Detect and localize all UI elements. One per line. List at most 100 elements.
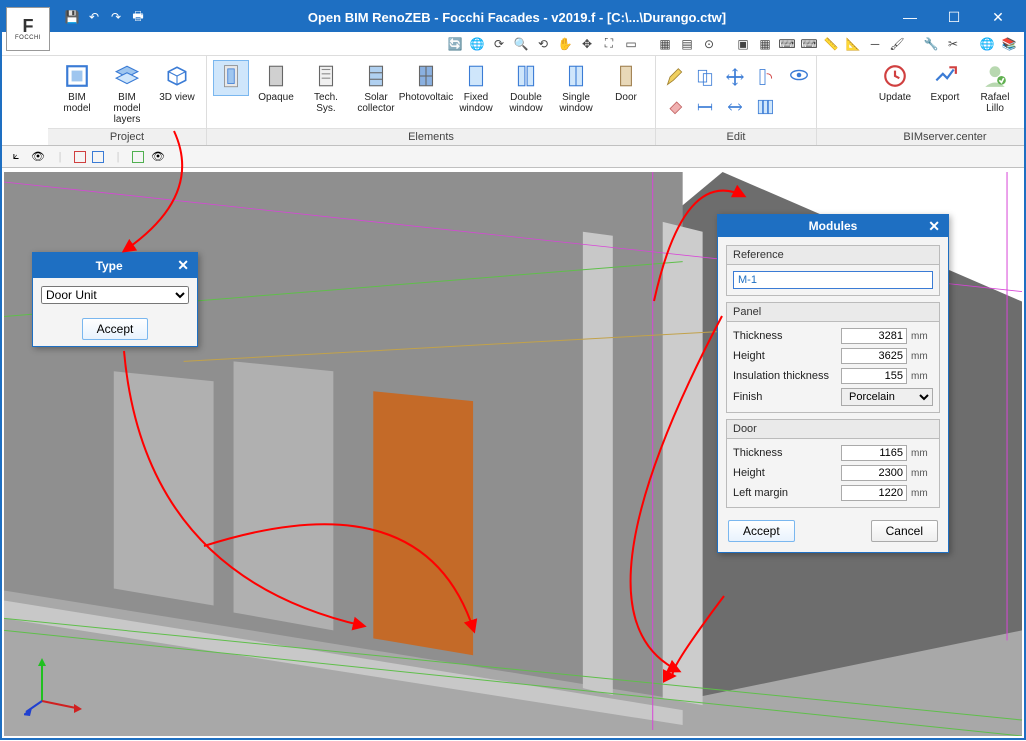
redo-icon[interactable]: ↷ — [108, 9, 124, 25]
pan-icon[interactable]: ✋ — [556, 35, 574, 53]
paint-icon[interactable]: 🖌 — [888, 35, 906, 53]
close-icon[interactable]: ✕ — [928, 218, 940, 235]
edit-panels-icon[interactable] — [752, 94, 778, 120]
user-button[interactable]: Rafael Lillo — [972, 60, 1018, 116]
opaque-icon — [262, 62, 290, 90]
edit-move-icon[interactable] — [722, 64, 748, 90]
window-title: Open BIM RenoZEB - Focchi Facades - v201… — [146, 10, 888, 25]
pv-icon — [412, 62, 440, 90]
edit-rotate-icon[interactable] — [752, 64, 778, 90]
opaque-button[interactable]: Opaque — [253, 60, 299, 105]
reference-group-label: Reference — [727, 246, 939, 265]
photovoltaic-button[interactable]: Photovoltaic — [403, 60, 449, 105]
ruler-icon[interactable]: ─ — [866, 35, 884, 53]
save-icon[interactable]: 💾 — [64, 9, 80, 25]
minimize-button[interactable]: — — [888, 3, 932, 31]
tech-sys-button[interactable]: Tech. Sys. — [303, 60, 349, 116]
keyboard-icon[interactable]: ⌨ — [778, 35, 796, 53]
door-thickness-input[interactable] — [841, 445, 907, 461]
eye-small-icon[interactable]: 👁 — [30, 149, 46, 165]
orbit-icon[interactable]: 🔄 — [446, 35, 464, 53]
fixed-window-button[interactable]: Fixed window — [453, 60, 499, 116]
modules-dialog: Modules ✕ Reference Panel Thickness mm H… — [717, 214, 949, 553]
accept-button[interactable]: Accept — [728, 520, 795, 542]
axis-gizmo — [24, 656, 84, 716]
user-icon — [981, 62, 1009, 90]
globe-icon[interactable]: 🌐 — [468, 35, 486, 53]
close-icon[interactable]: ✕ — [177, 257, 189, 274]
panel-insulation-input[interactable] — [841, 368, 907, 384]
bim-layers-button[interactable]: BIM model layers — [104, 60, 150, 127]
snap-icon[interactable]: ⊙ — [700, 35, 718, 53]
ribbon: BIM model BIM model layers 3D view Proje… — [2, 56, 1024, 146]
door-icon — [612, 62, 640, 90]
edit-copy-icon[interactable] — [692, 64, 718, 90]
ribbon-label-project: Project — [48, 128, 206, 145]
grid1-icon[interactable]: ▦ — [656, 35, 674, 53]
type-select[interactable]: Door Unit — [41, 286, 189, 304]
panel-height-input[interactable] — [841, 348, 907, 364]
v1-icon[interactable] — [74, 151, 86, 163]
door-button[interactable]: Door — [603, 60, 649, 105]
app-logo: F FOCCHI — [6, 7, 50, 51]
sync-icon[interactable]: ⟲ — [534, 35, 552, 53]
bim-model-button[interactable]: BIM model — [54, 60, 100, 116]
ribbon-group-project: BIM model BIM model layers 3D view Proje… — [2, 56, 207, 145]
edit-measure-icon[interactable] — [692, 94, 718, 120]
quick-access-toolbar: 💾 ↶ ↷ 🖶 — [64, 9, 146, 25]
books-icon[interactable]: 📚 — [1000, 35, 1018, 53]
edit-erase-icon[interactable] — [662, 94, 688, 120]
ribbon-label-edit: Edit — [656, 128, 816, 145]
panel-thickness-input[interactable] — [841, 328, 907, 344]
export-icon — [931, 62, 959, 90]
cancel-button[interactable]: Cancel — [871, 520, 938, 542]
layout-icon[interactable]: ▣ — [734, 35, 752, 53]
wrench-icon[interactable]: 🔧 — [922, 35, 940, 53]
axes-icon[interactable]: ⟀ — [8, 149, 24, 165]
visibility-icon[interactable]: 👁 — [150, 149, 166, 165]
title-bar: F FOCCHI 💾 ↶ ↷ 🖶 Open BIM RenoZEB - Focc… — [2, 2, 1024, 32]
fixed-window-icon — [462, 62, 490, 90]
update-button[interactable]: Update — [872, 60, 918, 105]
help-icon[interactable]: 🌐 — [978, 35, 996, 53]
cube-icon — [163, 62, 191, 90]
undo-icon[interactable]: ↶ — [86, 9, 102, 25]
door-unit-button[interactable] — [213, 60, 249, 96]
grid-icon[interactable]: ▦ — [756, 35, 774, 53]
3d-view-button[interactable]: 3D view — [154, 60, 200, 105]
export-button[interactable]: Export — [922, 60, 968, 105]
move-icon[interactable]: ✥ — [578, 35, 596, 53]
ribbon-group-edit: Edit — [656, 56, 817, 145]
window-controls: — ☐ ✕ — [888, 3, 1020, 31]
reference-input[interactable] — [733, 271, 933, 289]
cut-icon[interactable]: ✂ — [944, 35, 962, 53]
edit-width-icon[interactable] — [722, 94, 748, 120]
grid2-icon[interactable]: ▤ — [678, 35, 696, 53]
menu-toolbar: 🔄 🌐 ⟳ 🔍 ⟲ ✋ ✥ ⛶ ▭ ▦ ▤ ⊙ ▣ ▦ ⌨ ⌨ 📏 📐 ─ 🖌 … — [2, 32, 1024, 56]
angle-icon[interactable]: 📐 — [844, 35, 862, 53]
dim-icon[interactable]: 📏 — [822, 35, 840, 53]
single-window-button[interactable]: Single window — [553, 60, 599, 116]
double-window-button[interactable]: Double window — [503, 60, 549, 116]
refresh-icon[interactable]: ⟳ — [490, 35, 508, 53]
keyboard2-icon[interactable]: ⌨ — [800, 35, 818, 53]
zoom-icon[interactable]: 🔍 — [512, 35, 530, 53]
accept-button[interactable]: Accept — [82, 318, 149, 340]
solar-collector-button[interactable]: Solar collector — [353, 60, 399, 116]
single-window-icon — [562, 62, 590, 90]
select-icon[interactable]: ▭ — [622, 35, 640, 53]
v3-icon[interactable] — [132, 151, 144, 163]
close-button[interactable]: ✕ — [976, 3, 1020, 31]
door-leftmargin-input[interactable] — [841, 485, 907, 501]
fit-icon[interactable]: ⛶ — [600, 35, 618, 53]
door-height-input[interactable] — [841, 465, 907, 481]
edit-pencil-icon[interactable] — [662, 64, 688, 90]
print-icon[interactable]: 🖶 — [130, 9, 146, 25]
panel-group-label: Panel — [727, 303, 939, 322]
modules-dialog-title: Modules ✕ — [718, 215, 948, 237]
panel-finish-select[interactable]: Porcelain — [841, 388, 933, 406]
ribbon-group-elements: Opaque Tech. Sys. Solar collector Photov… — [207, 56, 656, 145]
v2-icon[interactable] — [92, 151, 104, 163]
eye-icon[interactable] — [788, 64, 810, 91]
maximize-button[interactable]: ☐ — [932, 3, 976, 31]
